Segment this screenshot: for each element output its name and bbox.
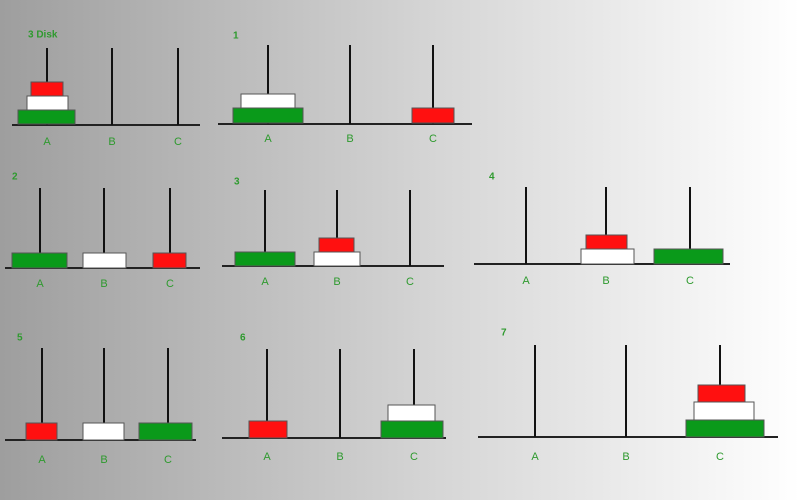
panel-label: 2 (12, 172, 18, 183)
disk (248, 420, 288, 439)
peg-label: B (346, 133, 353, 145)
peg-label: B (100, 278, 107, 290)
peg-label: C (174, 136, 182, 148)
disk (138, 422, 193, 441)
disk (152, 252, 187, 269)
disk (585, 234, 628, 250)
peg-label: B (333, 276, 340, 288)
disk (380, 420, 444, 439)
peg-label: C (686, 275, 694, 287)
disk (25, 422, 58, 441)
disk (82, 252, 127, 269)
panel-label: 4 (489, 172, 495, 183)
peg-label: A (43, 136, 51, 148)
peg-label: B (336, 451, 343, 463)
disk (685, 419, 765, 438)
peg-label: C (164, 454, 172, 466)
disk (240, 93, 296, 109)
disk (387, 404, 436, 422)
peg-label: A (263, 451, 271, 463)
panel-label: 7 (501, 328, 507, 339)
peg-label: B (602, 275, 609, 287)
peg-label: B (622, 451, 629, 463)
peg-label: B (100, 454, 107, 466)
disk (17, 109, 76, 125)
panel-label: 5 (17, 333, 23, 344)
panel-label: 3 (234, 177, 240, 188)
disk (411, 107, 455, 124)
panel-label: 6 (240, 333, 246, 344)
peg-label: B (108, 136, 115, 148)
disk (26, 95, 69, 111)
disk (693, 401, 755, 421)
peg-label: A (531, 451, 539, 463)
disk (82, 422, 125, 441)
panel-label: 3 Disk (28, 30, 58, 41)
disk (313, 251, 361, 267)
peg-label: A (38, 454, 46, 466)
peg-label: C (166, 278, 174, 290)
peg-label: C (716, 451, 724, 463)
disk (653, 248, 724, 265)
disk (232, 107, 304, 124)
disk (30, 81, 64, 97)
peg-label: C (406, 276, 414, 288)
peg-label: A (264, 133, 272, 145)
peg-label: C (410, 451, 418, 463)
peg-label: A (36, 278, 44, 290)
disk (580, 248, 635, 265)
disk (234, 251, 296, 267)
peg-label: A (522, 275, 530, 287)
disk (697, 384, 746, 403)
peg-label: C (429, 133, 437, 145)
disk (11, 252, 68, 269)
panel-label: 1 (233, 31, 239, 42)
disk (318, 237, 355, 253)
peg-label: A (261, 276, 269, 288)
